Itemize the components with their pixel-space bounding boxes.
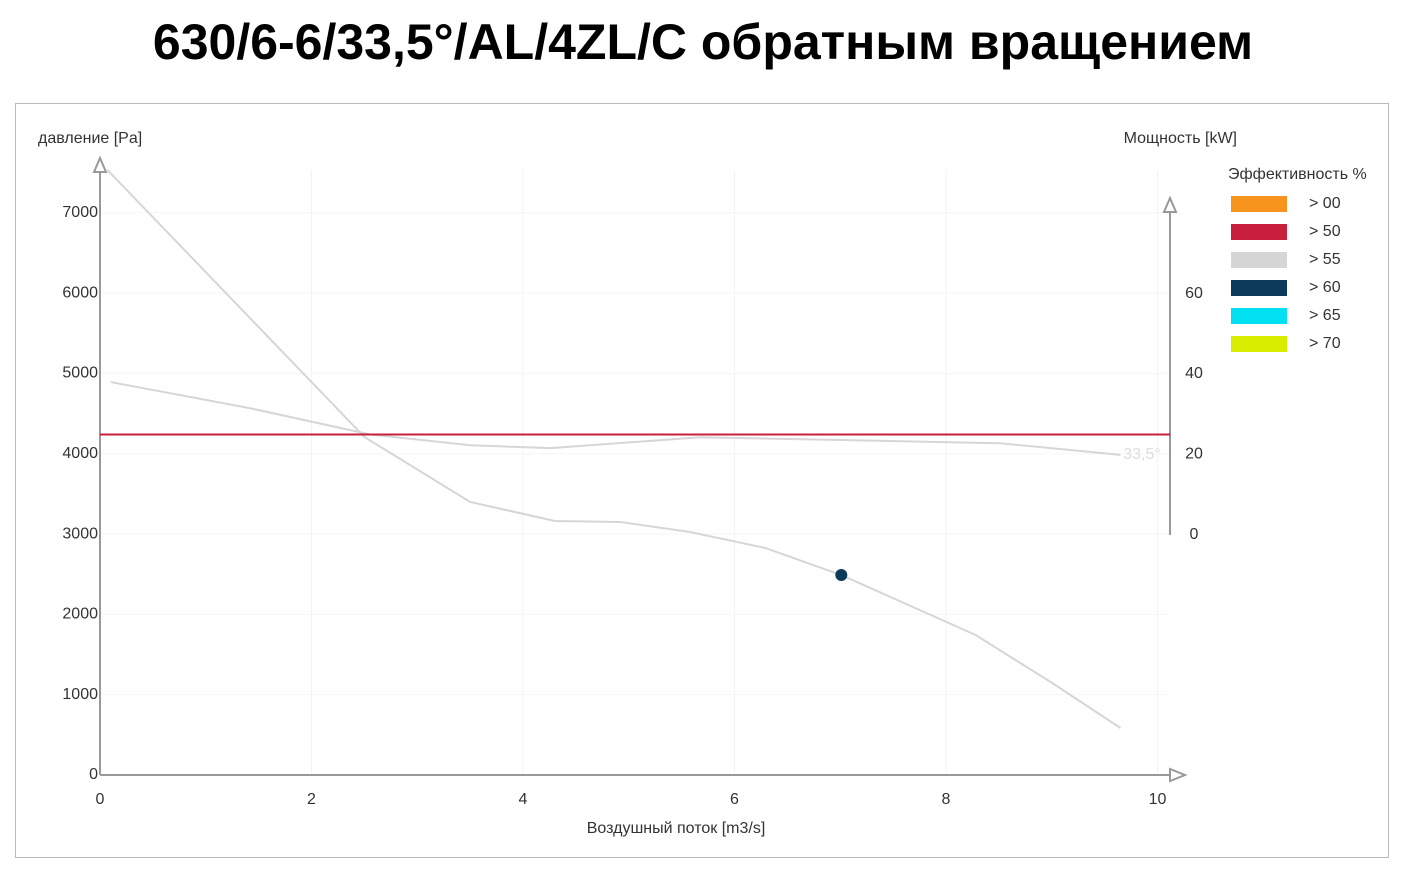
y2-axis-arrow [1162,195,1178,213]
legend-swatch [1231,308,1287,324]
legend-swatch [1231,196,1287,212]
y-tick-label: 5000 [62,365,98,382]
y-tick-label: 4000 [62,445,98,462]
annotation: 33,5° [1123,446,1161,463]
y-tick-label: 7000 [62,204,98,221]
legend-label: > 00 [1309,195,1341,212]
operating-point [835,569,848,582]
legend-swatch [1231,224,1287,240]
chart-title: 630/6-6/33,5°/AL/4ZL/C обратным вращение… [153,14,1253,70]
y2-tick-label: 40 [1185,365,1203,382]
series-line [110,381,1121,456]
x-axis-arrow [1169,767,1188,783]
x-tick-label: 4 [519,791,528,808]
x-tick-label: 0 [96,791,105,808]
y-tick-label: 2000 [62,606,98,623]
y2-tick-label: 20 [1185,446,1203,463]
y-tick-label: 1000 [62,686,98,703]
x-tick-label: 8 [942,791,951,808]
y-axis-arrow [92,155,108,173]
x-tick-label: 2 [307,791,316,808]
grid [99,170,1170,776]
legend-swatch [1231,336,1287,352]
legend-label: > 55 [1309,251,1341,268]
x-tick-label: 6 [730,791,739,808]
legend-label: > 70 [1309,335,1341,352]
legend-swatch [1231,252,1287,268]
legend-label: > 65 [1309,307,1341,324]
legend-title: Эффективность % [1228,166,1367,183]
y-tick-label: 0 [89,766,98,783]
chart-frame [15,103,1389,858]
legend-swatch [1231,280,1287,296]
legend-label: > 50 [1309,223,1341,240]
y-tick-label: 6000 [62,284,98,301]
y-tick-label: 3000 [62,525,98,542]
y-axis-label: давление [Pa] [38,130,142,147]
series-line [106,169,1122,729]
x-axis-label: Воздушный поток [m3/s] [587,820,766,837]
x-tick-label: 10 [1149,791,1167,808]
legend-label: > 60 [1309,279,1341,296]
y2-axis-label: Мощность [kW] [1124,130,1237,147]
y2-tick-label: 60 [1185,285,1203,302]
y2-tick-label: 0 [1190,526,1199,543]
